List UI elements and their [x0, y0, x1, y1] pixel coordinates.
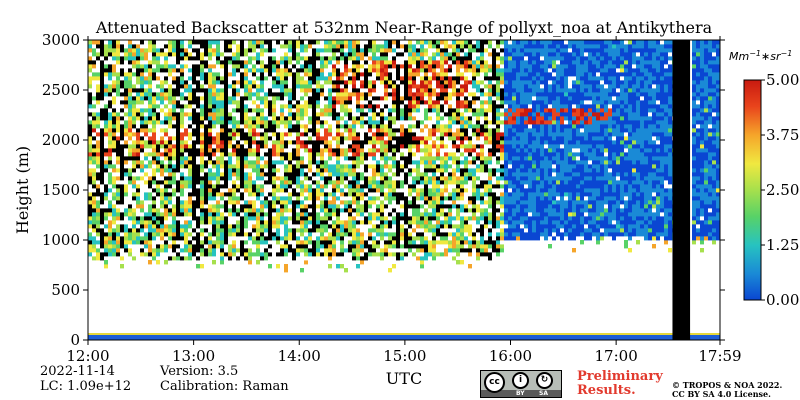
x-tick-label: 16:00	[489, 347, 532, 365]
x-tick-label: 13:00	[172, 347, 215, 365]
x-tick-label: 14:00	[278, 347, 321, 365]
chart-title: Attenuated Backscatter at 532nm Near-Ran…	[95, 18, 713, 37]
surface-layer-top	[88, 333, 720, 335]
footer-date: 2022-11-14	[40, 364, 115, 379]
by-person-icon: i	[512, 372, 529, 389]
data-gap	[672, 40, 691, 340]
cc-icon: cc	[484, 372, 505, 393]
y-axis: 0 500 1000 1500 2000 2500 3000	[42, 31, 725, 349]
surface-layer	[88, 334, 720, 340]
colorbar-tick-label: 5.00	[766, 71, 799, 89]
cc-license-badge: cc i ↻ BY SA	[480, 370, 562, 398]
colorbar-tick-label: 3.75	[766, 126, 799, 144]
colorbar-unit: Mm−1∗sr−1	[729, 49, 792, 63]
preliminary-line2: Results.	[577, 383, 636, 398]
x-axis-label: UTC	[386, 369, 422, 388]
footer-version: Version: 3.5	[160, 364, 239, 379]
backscatter-heatmap	[88, 40, 720, 340]
copyright-line2: CC BY SA 4.0 License.	[672, 389, 771, 399]
y-axis-label: Height (m)	[13, 146, 32, 234]
y-tick-label: 500	[51, 281, 80, 299]
colorbar-tick-label: 1.25	[766, 236, 799, 254]
x-tick-label: 12:00	[66, 347, 109, 365]
y-tick-label: 2000	[42, 131, 80, 149]
colorbar-tick-label: 2.50	[766, 181, 799, 199]
colorbar-tick-label: 0.00	[766, 291, 799, 309]
copyright-line1: © TROPOS & NOA 2022.	[672, 380, 783, 390]
footer-lc: LC: 1.09e+12	[40, 379, 132, 394]
colorbar-ticks: 0.00 1.25 2.50 3.75 5.00	[761, 71, 799, 309]
x-tick-label: 17:59	[698, 347, 741, 365]
preliminary-line1: Preliminary	[577, 369, 663, 384]
x-tick-label: 17:00	[595, 347, 638, 365]
x-tick-label: 15:00	[383, 347, 426, 365]
y-tick-label: 1500	[42, 181, 80, 199]
colorbar	[743, 79, 762, 301]
cc-sa-label: SA	[539, 390, 548, 397]
y-tick-label: 2500	[42, 81, 80, 99]
cc-by-label: BY	[516, 390, 525, 397]
share-alike-icon: ↻	[536, 372, 553, 389]
y-tick-label: 0	[70, 331, 80, 349]
footer-calibration: Calibration: Raman	[160, 379, 289, 394]
y-tick-label: 1000	[42, 231, 80, 249]
y-tick-label: 3000	[42, 31, 80, 49]
x-axis: 12:00 13:00 14:00 15:00 16:00 17:00 17:59	[66, 36, 742, 365]
